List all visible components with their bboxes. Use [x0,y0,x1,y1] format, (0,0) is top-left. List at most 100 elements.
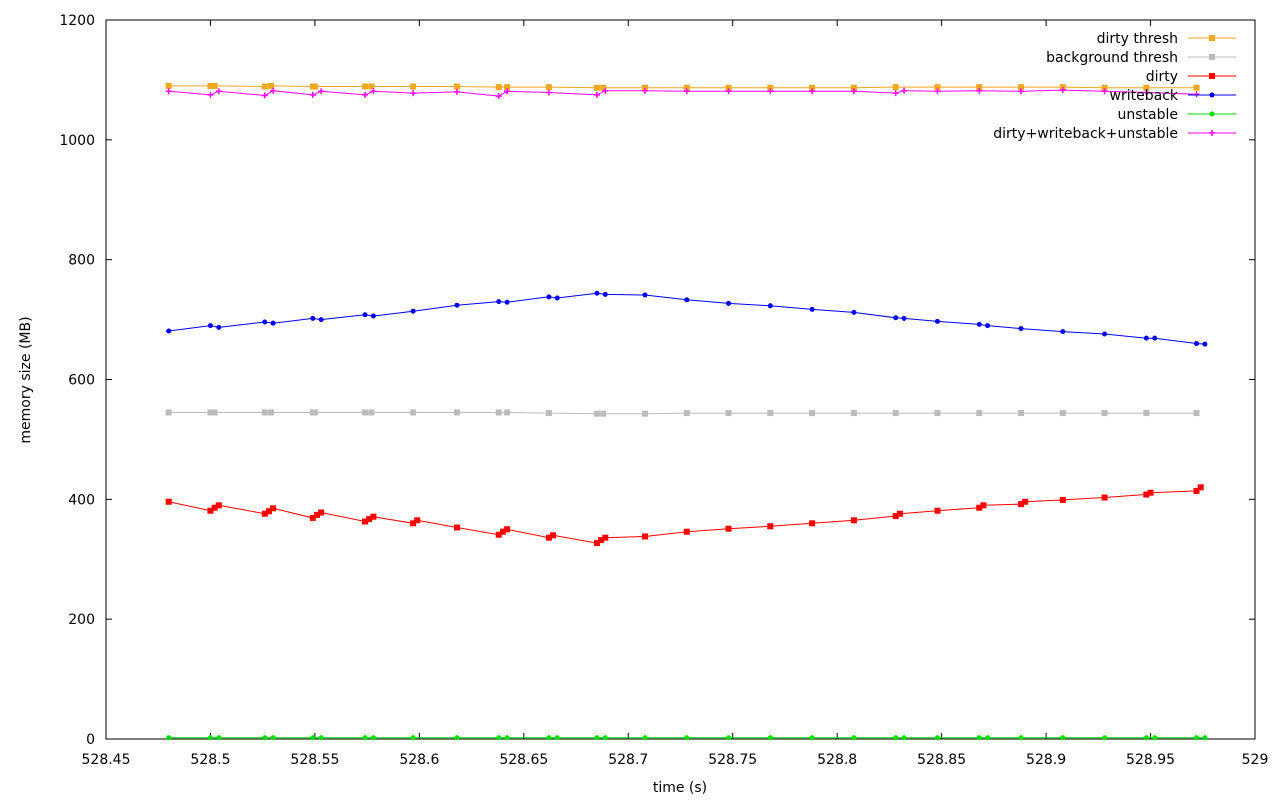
data-point-background-thresh [207,409,214,416]
data-point-unstable [684,735,690,741]
data-point-dirty-writeback-unstable [809,88,816,95]
data-point-dirty [309,514,316,521]
legend: dirty thresh background thresh dirty writeb… [993,31,1236,142]
data-point-dirty-writeback-unstable [850,88,857,95]
data-point-writeback [410,308,416,314]
data-point-dirty-thresh [767,84,774,91]
data-point-dirty-writeback-unstable [892,90,899,97]
data-point-unstable [767,735,773,741]
legend-label-dirty-writeback-unstable: dirty+writeback+unstable [993,126,1178,142]
data-point-dirty [453,524,460,531]
data-point-dirty [1193,487,1200,494]
data-point-unstable [362,735,368,741]
data-point-background-thresh [767,410,774,417]
data-point-writeback [767,303,773,309]
data-point-writeback [370,313,376,319]
data-point-dirty [410,520,417,527]
x-tick-label: 528.75 [708,752,757,768]
data-point-writeback [310,315,316,321]
data-point-dirty-thresh [211,82,218,89]
data-point-unstable [216,735,222,741]
data-point-writeback [216,324,222,330]
data-point-dirty-thresh [809,84,816,91]
data-point-dirty-writeback-unstable [545,89,552,96]
data-point-dirty [499,528,506,535]
data-point-unstable [602,735,608,741]
data-point-writeback [554,295,560,301]
data-point-dirty-thresh [504,84,511,91]
data-point-dirty [207,507,214,514]
data-point-writeback [262,319,268,325]
data-point-background-thresh [1101,410,1108,417]
data-point-dirty-writeback-unstable [641,87,648,94]
legend-label-background-thresh: background thresh [1046,50,1178,66]
data-point-dirty-thresh [368,83,375,90]
data-point-dirty-writeback-unstable [362,91,369,98]
data-point-unstable [594,735,600,741]
data-point-dirty-thresh [850,84,857,91]
data-point-writeback [594,290,600,296]
data-point-background-thresh [850,410,857,417]
data-point-dirty-thresh [165,82,172,89]
data-point-dirty [495,531,502,538]
data-point-writeback [642,292,648,298]
data-point-background-thresh [545,410,552,417]
x-tick-label: 529 [1242,752,1269,768]
data-point-dirty-writeback-unstable [215,88,222,95]
data-point-dirty [270,505,277,512]
data-point-background-thresh [311,409,318,416]
series-line-background-thresh [168,412,1197,415]
x-axis: 528.45 528.5 528.55 528.6 528.65 528.7 528.75 5… [82,20,1269,768]
data-point-dirty-writeback-unstable [1059,87,1066,94]
data-point-writeback [851,309,857,315]
data-point-background-thresh [165,409,172,416]
data-point-writeback [1202,341,1208,347]
data-point-dirty-writeback-unstable [270,87,277,94]
data-point-dirty-writeback-unstable [207,91,214,98]
x-tick-label: 528.9 [1026,752,1066,768]
data-point-background-thresh [368,409,375,416]
data-point-background-thresh [1193,410,1200,417]
data-point-dirty [550,532,557,539]
data-point-dirty-writeback-unstable [309,91,316,98]
series-dirty-thresh [165,82,1200,91]
data-point-dirty [215,502,222,509]
series-layer [165,82,1208,741]
data-point-unstable [410,735,416,741]
data-point-dirty [504,526,511,533]
data-point-dirty-thresh [600,84,607,91]
data-point-writeback [546,294,552,300]
data-point-unstable [642,735,648,741]
data-point-writeback [1102,331,1108,337]
data-point-dirty-writeback-unstable [683,88,690,95]
data-point-dirty [896,510,903,517]
data-point-dirty-writeback-unstable [504,88,511,95]
data-point-dirty-writeback-unstable [410,90,417,97]
data-point-dirty [1059,496,1066,503]
data-point-dirty-thresh [453,83,460,90]
data-point-unstable [809,735,815,741]
data-point-unstable [851,735,857,741]
data-point-writeback [1143,335,1149,341]
data-point-dirty-thresh [207,82,214,89]
data-point-unstable [934,735,940,741]
data-point-dirty-thresh [934,84,941,91]
y-tick-label: 0 [86,732,95,748]
data-point-dirty [976,504,983,511]
data-point-dirty-thresh [362,83,369,90]
data-point-dirty [211,504,218,511]
series-background-thresh [165,409,1200,417]
data-point-background-thresh [1143,410,1150,417]
legend-label-writeback: writeback [1110,88,1179,104]
x-tick-label: 528.8 [817,752,857,768]
data-point-dirty-thresh [1018,84,1025,91]
data-point-dirty [593,540,600,547]
data-point-background-thresh [362,409,369,416]
data-point-dirty [602,534,609,541]
data-point-dirty [767,523,774,530]
data-point-unstable [726,735,732,741]
y-tick-label: 800 [68,253,95,269]
data-point-background-thresh [683,410,690,417]
data-point-dirty [641,533,648,540]
